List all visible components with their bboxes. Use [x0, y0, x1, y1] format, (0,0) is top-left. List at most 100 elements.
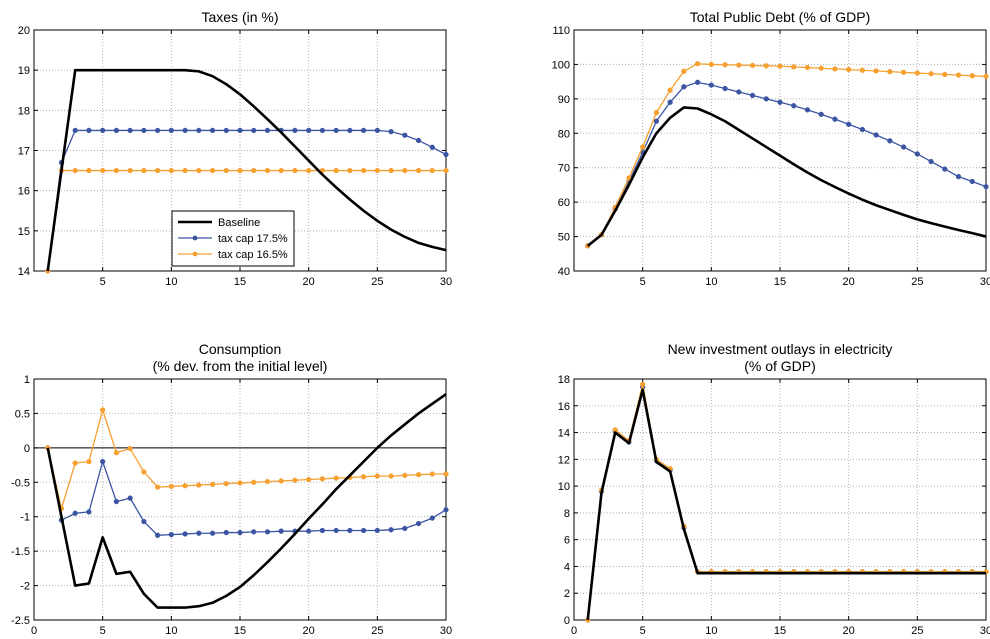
- y-tick-label: 10: [558, 481, 570, 493]
- series-tax-cap-17-5-point: [763, 96, 769, 102]
- series-tax-cap-17-5-point: [127, 495, 133, 501]
- series-tax-cap-17-5-point: [667, 99, 673, 105]
- series-tax-cap-16-5: [45, 407, 449, 512]
- series-tax-cap-16-5-point: [292, 167, 298, 174]
- series-tax-cap-17-5-point: [86, 509, 92, 515]
- series-tax-cap-16-5-point: [347, 167, 353, 174]
- series-tax-cap-16-5-point: [667, 87, 673, 93]
- series-tax-cap-17-5-point: [443, 151, 449, 158]
- series-tax-cap-16-5-point: [127, 167, 133, 174]
- y-tick-label: 15: [18, 226, 30, 238]
- x-tick-label: 20: [303, 625, 315, 637]
- x-tick-label: 25: [371, 625, 383, 637]
- chart-title: New investment outlays in electricity: [668, 341, 893, 357]
- series-tax-cap-16-5-point: [292, 477, 298, 483]
- legend-marker: [192, 251, 198, 257]
- series-tax-cap-17-5-point: [113, 498, 120, 505]
- series-tax-cap-17-5-point: [347, 527, 353, 534]
- x-tick-label: 15: [234, 625, 246, 637]
- chart-panel-2: 5 10 15 20 25 30 40 50 60 70 80 90 100 110 Total Publi…: [552, 9, 990, 288]
- series-tax-cap-16-5-point: [86, 167, 92, 174]
- y-tick-label: 18: [18, 105, 30, 117]
- series-tax-cap-16-5-point: [374, 167, 380, 174]
- series-tax-cap-16-5-point: [653, 109, 660, 116]
- series-tax-cap-16-5-point: [113, 167, 120, 174]
- series-tax-cap-17-5-point: [429, 144, 435, 150]
- y-tick-label: -2: [20, 581, 30, 593]
- y-tick-label: 16: [558, 401, 570, 413]
- series-tax-cap-17-5-point: [415, 137, 422, 144]
- x-tick-label: 20: [843, 625, 855, 637]
- series-tax-cap-17-5-point: [209, 530, 216, 536]
- series-tax-cap-16-5-point: [722, 62, 728, 68]
- x-tick-label: 5: [100, 625, 106, 637]
- series-tax-cap-16-5-point: [374, 473, 380, 479]
- series-tax-cap-17-5-point: [86, 127, 92, 134]
- x-tick-label: 0: [31, 625, 37, 637]
- series-tax-cap-16-5-point: [681, 68, 687, 74]
- series-tax-cap-16-5-point: [306, 167, 312, 174]
- series-tax-cap-16-5-point: [182, 483, 188, 489]
- series-tax-cap-16-5-point: [319, 476, 326, 482]
- series-tax-cap-16-5-point: [983, 73, 989, 80]
- y-tick-label: 20: [18, 25, 30, 37]
- y-tick-label: 0.5: [15, 408, 30, 420]
- series-tax-cap-17-5-point: [846, 121, 852, 127]
- series-tax-cap-17-5-point: [168, 531, 174, 538]
- series-baseline: [46, 68, 447, 272]
- series-tax-cap-17-5-point: [374, 127, 380, 134]
- x-tick-label: 20: [303, 276, 315, 288]
- x-tick-label: 30: [440, 276, 452, 288]
- legend-marker: [192, 235, 198, 241]
- series-tax-cap-17-5-point: [928, 158, 934, 165]
- series-tax-cap-16-5-point: [415, 472, 422, 478]
- series-tax-cap-17-5-point: [141, 127, 147, 134]
- series-tax-cap-17-5-point: [127, 127, 133, 134]
- chart-title: Total Public Debt (% of GDP): [690, 9, 871, 25]
- series-tax-cap-17-5-point: [72, 510, 78, 516]
- series-tax-cap-16-5-point: [182, 167, 188, 174]
- series-tax-cap-16-5-point: [429, 471, 435, 477]
- y-tick-label: 80: [558, 128, 570, 140]
- series-tax-cap-16-5-point: [402, 167, 408, 174]
- series-tax-cap-17-5-point: [278, 528, 284, 534]
- y-tick-label: -1: [20, 512, 30, 524]
- series-tax-cap-17-5-point: [804, 107, 811, 113]
- series-tax-cap-16-5-point: [196, 167, 202, 174]
- series-tax-cap-17-5-point: [237, 127, 243, 134]
- y-tick-label: -2.5: [11, 615, 30, 627]
- series-tax-cap-16-5: [45, 167, 449, 274]
- series-tax-cap-17-5-point: [832, 116, 838, 122]
- chart-panel-4: 0 5 10 15 20 25 30 0 2 4 6 8 10 12 14 16 18 New investmen…: [558, 341, 990, 637]
- series-tax-cap-16-5-point: [859, 67, 866, 73]
- series-tax-cap-17-5-point: [154, 532, 161, 538]
- series-tax-cap-16-5-point: [749, 62, 756, 69]
- y-tick-label: -0.5: [11, 477, 30, 489]
- series-tax-cap-17-5-point: [292, 127, 298, 134]
- x-tick-label: 10: [165, 276, 177, 288]
- series-tax-cap-17-5-point: [388, 128, 394, 135]
- y-tick-label: 6: [564, 535, 570, 547]
- series-tax-cap-17-5-point: [722, 85, 728, 92]
- series-tax-cap-16-5-point: [278, 167, 284, 174]
- y-tick-label: -1.5: [11, 546, 30, 558]
- x-tick-label: 10: [165, 625, 177, 637]
- series-tax-cap-16-5-point: [237, 167, 243, 174]
- series-tax-cap-17-5-point: [429, 515, 435, 521]
- series-tax-cap-17-5-point: [749, 92, 756, 99]
- chart-panel-1: 5 10 15 20 25 30 14 15 16 17 18 19 20 Taxes (in %) Bas…: [18, 9, 452, 288]
- series-tax-cap-16-5-point: [306, 476, 312, 483]
- y-tick-label: 19: [18, 65, 30, 77]
- series-tax-cap-16-5-point: [928, 71, 934, 77]
- x-tick-label: 15: [774, 276, 786, 288]
- y-tick-label: 0: [564, 615, 570, 627]
- series-tax-cap-17-5-point: [100, 458, 106, 465]
- x-tick-label: 10: [705, 276, 717, 288]
- legend: Baseline tax cap 17.5% tax cap 16.5%: [171, 210, 295, 267]
- series-tax-cap-17-5-point: [983, 184, 989, 190]
- series-tax-cap-17-5-point: [653, 118, 660, 124]
- series-tax-cap-16-5-point: [415, 167, 422, 174]
- series-tax-cap-17-5-point: [251, 529, 257, 535]
- series-tax-cap-16-5-point: [804, 64, 811, 71]
